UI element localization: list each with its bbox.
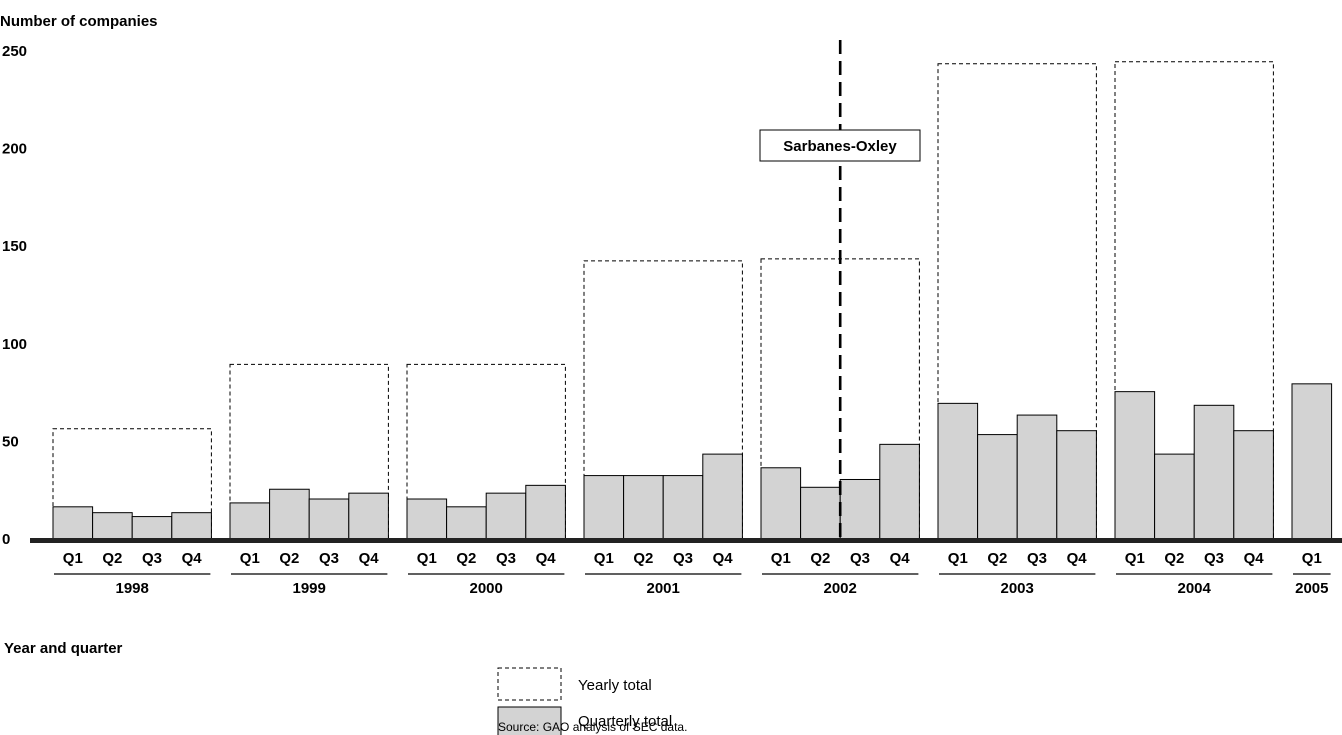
bar-2003-Q3 [1016, 414, 1058, 541]
bar-1999-Q4 [348, 492, 389, 541]
year-label-2003: 2003 [1001, 580, 1034, 597]
bar-2000-Q3 [485, 492, 527, 541]
x-tick-2004-Q3: Q3 [1204, 550, 1224, 567]
y-tick-label-0: 0 [2, 531, 10, 548]
x-tick-2005-Q1: Q1 [1302, 550, 1322, 567]
x-tick-2003-Q2: Q2 [987, 550, 1007, 567]
legend: Yearly total Quarterly total [497, 667, 672, 735]
quarterly-bars [52, 383, 1333, 541]
x-tick-1999-Q4: Q4 [359, 550, 380, 567]
x-tick-1998-Q3: Q3 [142, 550, 162, 567]
x-tick-2001-Q3: Q3 [673, 550, 693, 567]
bar-2005-Q1 [1291, 383, 1333, 541]
x-tick-2001-Q1: Q1 [594, 550, 614, 567]
y-axis-label: Number of companies [0, 13, 158, 30]
bar-2004-Q1 [1114, 391, 1156, 541]
bar-2000-Q4 [525, 484, 566, 541]
y-tick-label-100: 100 [2, 336, 27, 353]
y-tick-labels: 0 50 100 150 200 250 [2, 43, 27, 548]
x-tick-2000-Q1: Q1 [417, 550, 437, 567]
bar-2002-Q4 [879, 443, 920, 541]
legend-label-1: Quarterly total [578, 713, 672, 730]
x-tick-2000-Q4: Q4 [536, 550, 557, 567]
x-tick-2003-Q3: Q3 [1027, 550, 1047, 567]
bar-2003-Q1 [937, 402, 979, 541]
bar-2003-Q2 [977, 434, 1018, 541]
x-tick-2000-Q2: Q2 [456, 550, 476, 567]
sarbanes-oxley-label: Sarbanes-Oxley [783, 138, 897, 155]
y-tick-label-250: 250 [2, 43, 27, 60]
bar-2004-Q3 [1193, 404, 1235, 541]
bar-2001-Q3 [662, 475, 704, 541]
x-tick-1999-Q3: Q3 [319, 550, 339, 567]
x-tick-1998-Q2: Q2 [102, 550, 122, 567]
bar-1999-Q2 [269, 488, 310, 541]
yearly-total-2001 [583, 260, 743, 541]
bar-2002-Q2 [800, 486, 841, 541]
bar-2000-Q2 [446, 506, 487, 541]
year-label-2001: 2001 [647, 580, 680, 597]
bar-2002-Q1 [760, 467, 802, 541]
x-tick-2001-Q4: Q4 [713, 550, 734, 567]
yearly-total-2003 [937, 63, 1097, 541]
bar-2003-Q4 [1056, 430, 1097, 541]
year-label-1999: 1999 [293, 580, 326, 597]
x-tick-2002-Q3: Q3 [850, 550, 870, 567]
bar-1998-Q2 [92, 512, 133, 541]
year-label-2004: 2004 [1178, 580, 1212, 597]
bar-2001-Q2 [623, 475, 664, 541]
x-tick-2002-Q1: Q1 [771, 550, 791, 567]
x-axis-label: Year and quarter [4, 640, 123, 657]
bar-2001-Q4 [702, 453, 743, 541]
bar-1999-Q1 [229, 502, 271, 541]
legend-swatch-yearly [497, 667, 562, 701]
x-tick-2004-Q2: Q2 [1164, 550, 1184, 567]
year-label-2002: 2002 [824, 580, 857, 597]
bar-1998-Q4 [171, 512, 212, 541]
x-tick-1998-Q1: Q1 [63, 550, 83, 567]
baseline [30, 538, 1342, 543]
x-tick-2004-Q1: Q1 [1125, 550, 1145, 567]
x-tick-2002-Q4: Q4 [890, 550, 911, 567]
sarbanes-oxley-box [759, 129, 921, 162]
y-tick-label-200: 200 [2, 141, 27, 158]
x-tick-1998-Q4: Q4 [182, 550, 203, 567]
legend-swatch-quarterly [497, 706, 562, 735]
x-tick-2004-Q4: Q4 [1244, 550, 1265, 567]
x-tick-1999-Q2: Q2 [279, 550, 299, 567]
x-tick-2003-Q4: Q4 [1067, 550, 1088, 567]
bar-2001-Q1 [583, 475, 625, 541]
bar-2004-Q4 [1233, 430, 1274, 541]
x-tick-1999-Q1: Q1 [240, 550, 260, 567]
bar-1998-Q3 [131, 516, 173, 541]
x-tick-2000-Q3: Q3 [496, 550, 516, 567]
x-tick-2002-Q2: Q2 [810, 550, 830, 567]
year-label-2000: 2000 [470, 580, 503, 597]
source-note: Source: GAO analysis of SEC data. [498, 720, 687, 734]
bar-2000-Q1 [406, 498, 448, 541]
bar-1999-Q3 [308, 498, 350, 541]
year-label-2005: 2005 [1295, 580, 1328, 597]
y-tick-label-50: 50 [2, 433, 19, 450]
x-axis [30, 538, 1342, 543]
bar-1998-Q1 [52, 506, 94, 541]
bar-2004-Q2 [1154, 453, 1195, 541]
yearly-total-1998 [52, 428, 212, 541]
y-tick-label-150: 150 [2, 238, 27, 255]
sarbanes-oxley-marker: Sarbanes-Oxley [759, 40, 921, 540]
legend-label-0: Yearly total [578, 677, 652, 694]
x-tick-labels: Q1 Q2 Q3 Q4 1998 Q1 Q2 Q3 Q4 1999 Q1 Q2 Q3 Q4 2000 Q1 Q2… [54, 550, 1331, 597]
bar-2002-Q3 [839, 478, 881, 541]
x-tick-2003-Q1: Q1 [948, 550, 968, 567]
x-tick-2001-Q2: Q2 [633, 550, 653, 567]
year-label-1998: 1998 [116, 580, 149, 597]
